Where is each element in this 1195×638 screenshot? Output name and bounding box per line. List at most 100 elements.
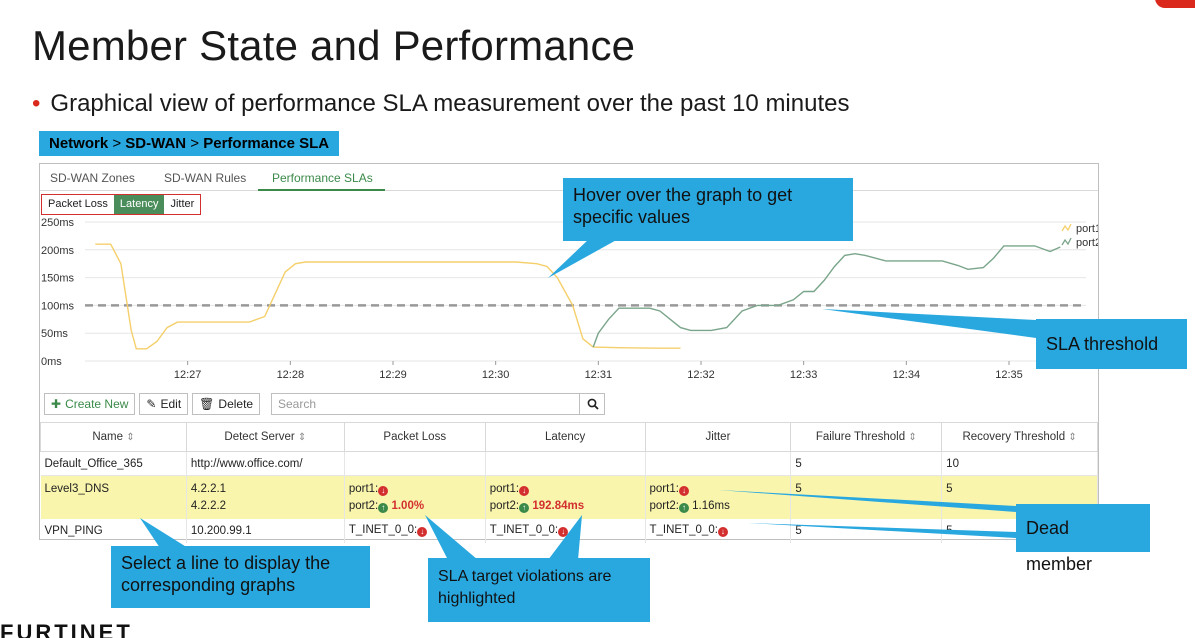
x-tick-label: 12:27 (174, 369, 202, 381)
y-tick-label: 200ms (41, 245, 75, 257)
x-tick-label: 12:29 (379, 369, 407, 381)
cell-server: http://www.office.com/ (186, 451, 345, 476)
tab-sdwan-zones[interactable]: SD-WAN Zones (50, 171, 135, 185)
series-line-port1 (95, 243, 681, 350)
up-arrow-icon: ↑ (519, 503, 530, 513)
up-arrow-icon: ↑ (378, 503, 389, 513)
down-arrow-icon: ↓ (417, 527, 428, 537)
bullet-dot: • (32, 90, 41, 117)
active-tab-indicator (258, 189, 385, 191)
toggle-jitter[interactable]: Jitter (164, 195, 201, 214)
create-new-label: Create New (65, 397, 129, 411)
y-tick-label: 0ms (41, 356, 62, 368)
sla-threshold-callout: SLA threshold (1036, 319, 1187, 369)
down-arrow-icon: ↓ (717, 527, 728, 537)
tab-performance-slas[interactable]: Performance SLAs (272, 171, 373, 185)
toggle-latency[interactable]: Latency (113, 195, 165, 214)
legend-swatch-port2 (1061, 237, 1072, 246)
slide-title: Member State and Performance (32, 22, 636, 69)
sort-icon: ⇕ (1068, 432, 1077, 443)
sort-icon: ⇕ (126, 432, 135, 443)
nav-separator: > (186, 135, 204, 152)
column-header-recovery-threshold[interactable]: Recovery Threshold ⇕ (941, 422, 1098, 452)
latency-chart[interactable]: 0ms 50ms 100ms 150ms 200ms 250ms 12:27 12:28 12:… (40, 216, 1098, 388)
x-tick-label: 12:30 (482, 369, 510, 381)
cell-jitter (645, 451, 792, 476)
cell-recovery: 10 (941, 451, 1098, 476)
pencil-icon: ✎ (146, 397, 157, 411)
sort-icon: ⇕ (908, 432, 917, 443)
down-arrow-icon: ↓ (558, 527, 569, 537)
x-tick-label: 12:31 (585, 369, 613, 381)
column-header-jitter: Jitter (644, 422, 792, 452)
search-input[interactable]: Search (271, 393, 605, 415)
x-tick-label: 12:33 (790, 369, 818, 381)
delete-label: Delete (218, 397, 254, 411)
legend-label-port2: port2 (1076, 237, 1098, 249)
brand-corner-tab (1155, 0, 1195, 8)
cell-name: Default_Office_365 (40, 451, 187, 476)
column-header-latency: Latency (484, 422, 646, 452)
tunnel-label: T_INET_0_0: (489, 524, 559, 536)
cell-packet-loss: port1: ↓ port2: ↑ 1.00% (344, 475, 486, 519)
table-row[interactable]: Default_Office_365 http://www.office.com… (40, 451, 1098, 476)
port1-label: port1: (348, 483, 379, 495)
toggle-packet-loss[interactable]: Packet Loss (42, 195, 114, 214)
column-header-detect-server[interactable]: Detect Server ⇕ (185, 422, 345, 452)
select-line-callout: Select a line to display the correspondi… (111, 546, 370, 608)
tab-sdwan-rules[interactable]: SD-WAN Rules (164, 171, 247, 185)
cell-latency (485, 451, 646, 476)
server-1: 4.2.2.1 (190, 483, 227, 495)
header-label: Recovery Threshold (962, 431, 1066, 443)
x-tick-label: 12:28 (277, 369, 305, 381)
down-arrow-icon: ↓ (378, 486, 389, 496)
search-button[interactable] (579, 393, 606, 415)
nav-network: Network (49, 135, 109, 152)
table-row[interactable]: VPN_PING 10.200.99.1 T_INET_0_0: ↓ T_INET… (40, 518, 1098, 543)
series-line-port2 (592, 245, 1061, 348)
cell-latency: T_INET_0_0: ↓ (485, 518, 646, 543)
table-row[interactable]: Level3_DNS 4.2.2.1 4.2.2.2 port1: ↓ port2:… (40, 475, 1098, 519)
cell-packet-loss: T_INET_0_0: ↓ (344, 518, 486, 543)
tunnel-label: T_INET_0_0: (348, 524, 418, 536)
port1-label: port1: (649, 483, 679, 495)
search-icon (587, 398, 599, 410)
edit-label: Edit (160, 397, 182, 411)
column-header-name[interactable]: Name ⇕ (40, 422, 187, 452)
y-tick-label: 50ms (41, 328, 68, 340)
port2-label: port2: (489, 500, 520, 512)
edit-button[interactable]: ✎ Edit (139, 393, 189, 415)
cell-name: Level3_DNS (40, 475, 187, 519)
column-header-failure-threshold[interactable]: Failure Threshold ⇕ (790, 422, 943, 452)
toolbar: ✚ Create New ✎ Edit 🗑 Delete (44, 393, 261, 415)
cell-jitter: port1: ↓ port2: ↑ 1.16ms (645, 475, 792, 519)
plus-icon: ✚ (51, 397, 62, 411)
sort-icon: ⇕ (297, 432, 307, 443)
x-tick-label: 12:34 (893, 369, 921, 381)
nav-performance-sla: Performance SLA (203, 135, 330, 152)
cell-failure: 5 (790, 451, 943, 476)
cell-server: 10.200.99.1 (186, 518, 345, 543)
cell-failure: 5 (790, 518, 943, 543)
cell-jitter: T_INET_0_0: ↓ (645, 518, 792, 543)
navigation-path: Network > SD-WAN > Performance SLA (39, 131, 340, 156)
cell-packet-loss (344, 451, 486, 476)
cell-name: VPN_PING (40, 518, 187, 543)
create-new-button[interactable]: ✚ Create New (44, 393, 136, 415)
fortinet-logo: FURTINET (0, 620, 133, 638)
port2-label: port2: (348, 500, 379, 512)
y-tick-label: 100ms (41, 300, 75, 312)
table-header-row: Name ⇕ Detect Server ⇕ Packet Loss Laten… (40, 422, 1098, 452)
hover-callout: Hover over the graph to get specific val… (563, 178, 853, 241)
bullet-text: Graphical view of performance SLA measur… (50, 90, 850, 117)
nav-separator: > (108, 135, 126, 152)
cell-server: 4.2.2.1 4.2.2.2 (186, 475, 345, 519)
delete-button[interactable]: 🗑 Delete (192, 393, 261, 415)
latency-value: 192.84ms (532, 500, 585, 512)
server-2: 4.2.2.2 (190, 500, 227, 512)
x-tick-label: 12:32 (687, 369, 715, 381)
y-tick-label: 250ms (41, 217, 75, 229)
y-tick-label: 150ms (41, 273, 75, 285)
tunnel-label: T_INET_0_0: (649, 524, 718, 536)
dead-member-callout: Dead member (1016, 504, 1150, 574)
